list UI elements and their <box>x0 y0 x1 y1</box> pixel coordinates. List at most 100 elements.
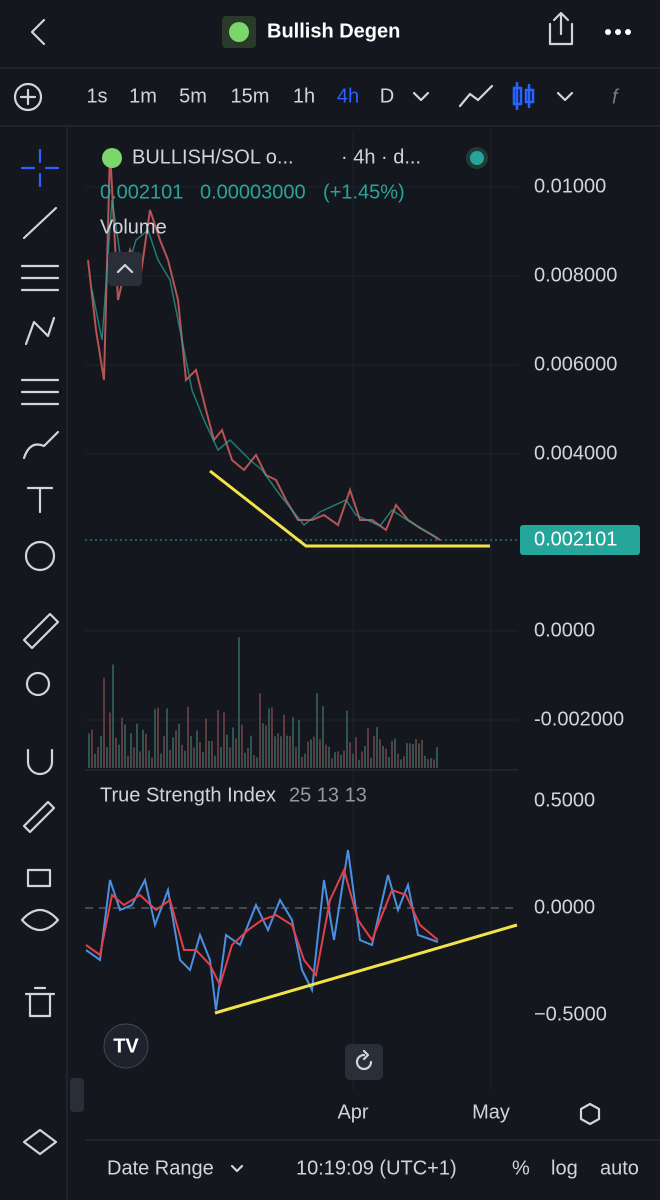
stay-drawing-tool[interactable] <box>22 800 56 834</box>
volume-bar <box>97 746 99 768</box>
layers-button[interactable] <box>22 1128 58 1156</box>
volume-bar <box>355 737 357 768</box>
volume-bar <box>334 752 336 768</box>
chart-type-dropdown[interactable] <box>556 91 574 102</box>
volume-bar <box>91 729 93 768</box>
crosshair-tool[interactable] <box>20 148 60 188</box>
volume-bar <box>274 736 276 768</box>
volume-bar <box>253 755 255 768</box>
delete-tool[interactable] <box>24 986 56 1018</box>
pattern-tool[interactable] <box>24 316 56 346</box>
volume-bar <box>178 723 180 768</box>
last-price-box <box>520 525 640 555</box>
volume-bars <box>88 637 438 768</box>
volume-bar <box>379 739 381 768</box>
timeframe[interactable]: D <box>380 85 394 107</box>
timeframe[interactable]: 1s <box>86 85 107 107</box>
volume-bar <box>268 708 270 768</box>
volume-bar <box>373 736 375 768</box>
volume-bar <box>370 757 372 768</box>
title: Bullish Degen <box>267 20 400 42</box>
volume-bar <box>400 759 402 768</box>
volume-bar <box>121 717 123 768</box>
more-button[interactable] <box>605 29 631 35</box>
timeframe-dropdown[interactable] <box>412 91 430 102</box>
tsi-signal <box>85 867 439 988</box>
tv-logo-mark: TV <box>113 1035 139 1057</box>
volume-bar <box>124 724 126 768</box>
lock-tool[interactable] <box>26 868 52 888</box>
time-label: Apr <box>337 1101 368 1123</box>
volume-bar <box>163 736 165 768</box>
volume-bar <box>325 744 327 768</box>
magnet-tool[interactable] <box>26 748 54 776</box>
zoom-tool[interactable] <box>25 671 51 697</box>
volume-bar <box>403 756 405 768</box>
timeframe[interactable]: 15m <box>231 85 270 107</box>
volume-bar <box>277 733 279 768</box>
indicator-label: 0.5000 <box>534 789 595 811</box>
ruler-tool[interactable] <box>22 612 60 650</box>
price-scale: 0.01000 0.008000 0.006000 0.004000 0.0000 -0.… <box>534 175 624 730</box>
indicators-button[interactable]: f <box>612 86 620 108</box>
volume-bar <box>409 743 411 768</box>
sidebar-toggle[interactable] <box>70 1078 84 1112</box>
log-toggle[interactable]: log <box>551 1157 578 1179</box>
volume-bar <box>388 756 390 768</box>
volume-bar <box>319 739 321 768</box>
legend-change-pct: (+1.45%) <box>323 181 405 203</box>
timeframe[interactable]: 1h <box>293 85 315 107</box>
date-range-dropdown <box>230 1164 244 1173</box>
volume-bar <box>109 712 111 768</box>
settings-button[interactable] <box>579 1102 601 1126</box>
volume-bar <box>349 742 351 768</box>
volume-bar <box>376 727 378 768</box>
volume-bar <box>118 744 120 768</box>
prediction-tool[interactable] <box>20 378 60 406</box>
legend-price: 0.002101 <box>100 181 183 203</box>
trend-line-tool[interactable] <box>22 206 58 240</box>
brush-tool[interactable] <box>22 430 60 460</box>
volume-bar <box>295 747 297 768</box>
tv-logo[interactable] <box>103 1023 149 1069</box>
volume-bar <box>187 706 189 768</box>
indicator-label: −0.5000 <box>534 1003 607 1025</box>
reset-button[interactable] <box>345 1044 383 1080</box>
timeframe[interactable]: 4h <box>337 85 359 107</box>
volume-bar <box>172 737 174 768</box>
date-range[interactable]: Date Range <box>107 1157 214 1179</box>
volume-bar <box>223 712 225 768</box>
hide-tool[interactable] <box>20 908 60 932</box>
volume-bar <box>94 753 96 768</box>
last-price-label: 0.002101 <box>534 528 617 550</box>
fib-tool[interactable] <box>20 264 60 292</box>
volume-bar <box>181 744 183 768</box>
volume-bar <box>142 729 144 768</box>
percent-toggle[interactable]: % <box>512 1157 530 1179</box>
volume-bar <box>256 757 258 768</box>
volume-bar <box>193 747 195 768</box>
text-tool[interactable] <box>26 486 54 514</box>
emoji-tool[interactable] <box>24 540 56 572</box>
add-icon <box>19 88 37 106</box>
add-button[interactable] <box>13 82 43 112</box>
timeframes: 1s 1m 5m 15m 1h 4h D <box>86 85 394 107</box>
timeframe[interactable]: 1m <box>129 85 157 107</box>
volume-bar <box>361 751 363 768</box>
volume-bar <box>88 733 90 768</box>
volume-bar <box>232 727 234 768</box>
volume-bar <box>133 747 135 768</box>
timeframe[interactable]: 5m <box>179 85 207 107</box>
volume-bar <box>190 735 192 768</box>
back-button[interactable] <box>30 18 46 46</box>
collapse-button[interactable] <box>108 252 142 286</box>
auto-toggle[interactable]: auto <box>600 1157 639 1179</box>
line-chart-button[interactable] <box>458 84 494 108</box>
volume-label: Volume <box>100 216 167 238</box>
indicator-label: 0.0000 <box>534 896 595 918</box>
volume-bar <box>106 747 108 768</box>
candle-button[interactable] <box>512 82 535 110</box>
share-button[interactable] <box>548 11 574 46</box>
